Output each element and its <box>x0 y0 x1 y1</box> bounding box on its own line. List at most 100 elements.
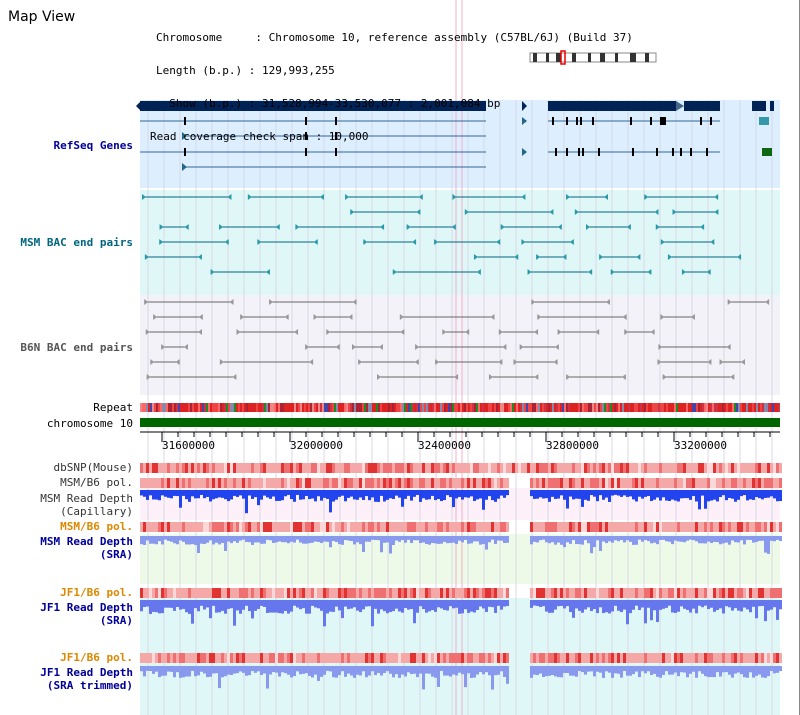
read-depth-bar <box>545 666 548 677</box>
bac-end-marker <box>358 359 363 365</box>
read-depth-bar <box>146 600 149 607</box>
gene-exon <box>578 148 580 156</box>
read-depth-bar <box>254 600 257 611</box>
read-depth-bar <box>245 600 248 606</box>
read-depth-bar <box>413 600 416 624</box>
track-label-jf1-pol-2[interactable]: JF1/B6 pol. <box>60 651 133 664</box>
track-label-msm-pol-2[interactable]: MSM/B6 pol. <box>60 520 133 533</box>
polymorphism-cell <box>602 653 605 663</box>
read-depth-bar <box>470 600 473 612</box>
track-label-jf1-depth-trim-1[interactable]: JF1 Read Depth <box>40 666 133 679</box>
polymorphism-cell <box>236 478 239 488</box>
read-depth-bar <box>326 666 329 671</box>
repeat-segment <box>540 403 542 412</box>
read-depth-bar <box>710 536 713 543</box>
read-depth-bar <box>161 536 164 545</box>
polymorphism-cell <box>242 478 245 488</box>
bac-end-marker <box>451 224 456 230</box>
polymorphism-cell <box>707 478 710 488</box>
bac-end-marker <box>527 269 532 275</box>
polymorphism-cell <box>503 478 506 488</box>
read-depth-bar <box>623 536 626 543</box>
read-depth-bar <box>563 490 566 500</box>
read-depth-bar <box>638 600 641 611</box>
track-label-msm-depth-sra-1[interactable]: MSM Read Depth <box>40 535 133 548</box>
repeat-segment <box>742 403 744 412</box>
polymorphism-cell <box>272 522 275 532</box>
read-depth-bar <box>719 666 722 677</box>
ruler-tick-label: 32000000 <box>290 439 343 452</box>
bac-end-marker <box>622 314 627 320</box>
polymorphism-cell <box>581 463 584 473</box>
repeat-segment <box>586 403 588 412</box>
polymorphism-cell <box>680 478 683 488</box>
polymorphism-cell <box>665 463 668 473</box>
polymorphism-cell <box>251 478 254 488</box>
polymorphism-cell <box>587 588 590 598</box>
polymorphism-cell <box>710 463 713 473</box>
polymorphism-cell <box>764 463 767 473</box>
polymorphism-cell <box>233 653 236 663</box>
gene-exon <box>700 117 702 125</box>
repeat-segment <box>722 403 724 412</box>
repeat-segment <box>732 403 734 412</box>
read-depth-bar <box>338 536 341 545</box>
polymorphism-cell <box>308 478 311 488</box>
polymorphism-cell <box>611 588 614 598</box>
polymorphism-cell <box>311 478 314 488</box>
polymorphism-cell <box>413 588 416 598</box>
track-label-jf1-pol-1[interactable]: JF1/B6 pol. <box>60 586 133 599</box>
polymorphism-cell <box>302 653 305 663</box>
polymorphism-cell <box>548 478 551 488</box>
repeat-segment <box>426 403 428 412</box>
repeat-segment <box>152 403 154 412</box>
read-depth-bar <box>227 490 230 502</box>
polymorphism-cell <box>368 478 371 488</box>
repeat-segment <box>494 403 496 412</box>
polymorphism-cell <box>590 653 593 663</box>
polymorphism-cell <box>650 478 653 488</box>
read-depth-bar <box>344 666 347 677</box>
read-depth-bar <box>413 490 416 497</box>
polymorphism-cell <box>554 653 557 663</box>
read-depth-bar <box>392 600 395 612</box>
read-depth-bar <box>752 666 755 678</box>
polymorphism-cell <box>677 478 680 488</box>
read-depth-bar <box>641 490 644 499</box>
polymorphism-cell <box>407 463 410 473</box>
read-depth-bar <box>572 490 575 500</box>
read-depth-bar <box>695 600 698 614</box>
read-depth-bar <box>608 536 611 542</box>
read-depth-bar <box>311 536 314 543</box>
polymorphism-cell <box>353 588 356 598</box>
track-label-msm-depth-cap-1[interactable]: MSM Read Depth <box>40 492 133 505</box>
polymorphism-cell <box>680 653 683 663</box>
polymorphism-cell <box>650 588 653 598</box>
bac-end-marker <box>488 374 493 380</box>
track-label-msm-bac[interactable]: MSM BAC end pairs <box>20 236 133 249</box>
read-depth-bar <box>476 490 479 500</box>
polymorphism-cell <box>560 522 563 532</box>
polymorphism-cell <box>161 463 164 473</box>
polymorphism-cell <box>734 478 737 488</box>
polymorphism-cell <box>332 463 335 473</box>
track-label-refseq[interactable]: RefSeq Genes <box>53 139 133 152</box>
read-depth-bar <box>563 666 566 673</box>
read-depth-bar <box>188 600 191 614</box>
track-label-jf1-depth-sra-1[interactable]: JF1 Read Depth <box>40 601 133 614</box>
repeat-segment <box>530 403 532 412</box>
read-depth-bar <box>653 666 656 674</box>
polymorphism-cell <box>629 522 632 532</box>
read-depth-bar <box>464 600 467 610</box>
read-depth-bar <box>224 600 227 614</box>
polymorphism-cell <box>758 463 761 473</box>
read-depth-bar <box>362 666 365 672</box>
track-label-msm-pol-1[interactable]: MSM/B6 pol. <box>60 476 133 489</box>
track-label-dbsnp[interactable]: dbSNP(Mouse) <box>53 461 133 474</box>
track-label-b6n-bac[interactable]: B6N BAC end pairs <box>20 341 133 354</box>
bac-end-marker <box>476 269 481 275</box>
read-depth-bar <box>452 536 455 543</box>
read-depth-bar <box>671 666 674 675</box>
polymorphism-cell <box>164 588 167 598</box>
